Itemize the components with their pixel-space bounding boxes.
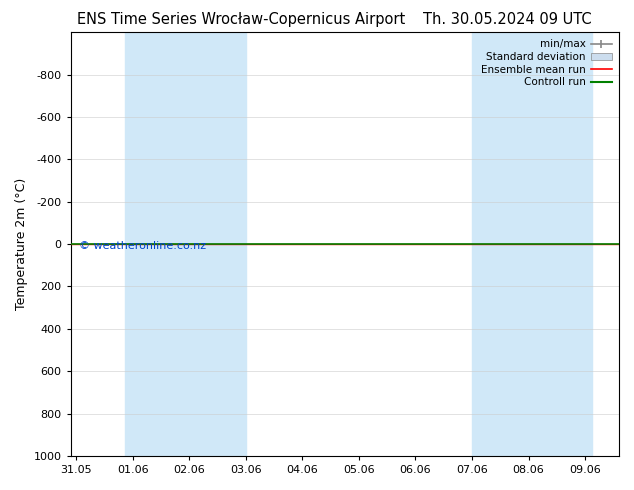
Legend: min/max, Standard deviation, Ensemble mean run, Controll run: min/max, Standard deviation, Ensemble me…: [479, 37, 614, 89]
Text: Th. 30.05.2024 09 UTC: Th. 30.05.2024 09 UTC: [423, 12, 592, 27]
Text: ENS Time Series Wrocław-Copernicus Airport: ENS Time Series Wrocław-Copernicus Airpo…: [77, 12, 405, 27]
Bar: [472, 32, 592, 456]
Text: © weatheronline.co.nz: © weatheronline.co.nz: [79, 241, 206, 251]
Bar: [126, 32, 246, 456]
Y-axis label: Temperature 2m (°C): Temperature 2m (°C): [15, 178, 28, 310]
